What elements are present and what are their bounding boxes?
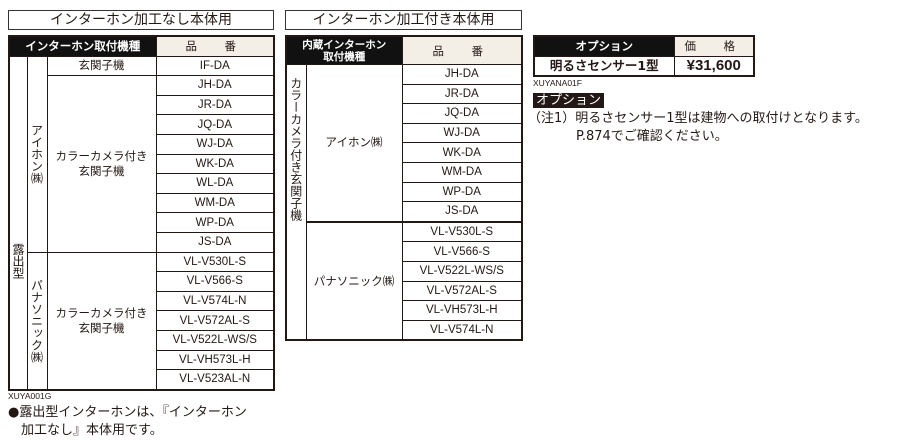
option-name: 明るさセンサー1型	[533, 55, 675, 77]
header-type: インターホン取付機種	[8, 35, 157, 57]
header-option: オプション	[533, 35, 675, 57]
option-note-2: P.874でご確認ください。	[576, 129, 728, 144]
part-cell: VL-V566-S	[401, 241, 523, 262]
option-note-1: （注1）明るさセンサー1型は建物への取付けとなります。	[528, 111, 868, 126]
part-cell: JQ-DA	[155, 114, 275, 135]
part-cell: WP-DA	[401, 181, 523, 203]
left-parts-table: インターホン取付機種品 番 露出型 アイホン㈱ 玄関子機 IF-DA カラーカメラ…	[8, 35, 276, 391]
part-cell: VL-VH573L-H	[401, 300, 523, 321]
part-cell: JR-DA	[401, 83, 523, 105]
option-price-table: オプション価 格 明るさセンサー1型 ¥31,600	[533, 35, 755, 78]
part-cell: WK-DA	[155, 153, 275, 175]
part-cell: IF-DA	[155, 55, 275, 77]
part-cell: VL-V566-S	[155, 271, 275, 292]
part-cell: VL-V530L-S	[401, 220, 523, 243]
header-type: 内蔵インターホン 取付機種	[285, 35, 403, 65]
camera-entry-label: カラーカメラ付き 玄関子機	[46, 75, 157, 253]
part-cell: VL-V523AL-N	[155, 369, 275, 391]
camera-entry-label: カラーカメラ付き 玄関子機	[46, 251, 157, 391]
part-cell: JS-DA	[155, 231, 275, 253]
part-cell: WL-DA	[155, 173, 275, 194]
category-label: カラーカメラ付き玄関子機	[288, 77, 303, 221]
part-cell: VL-V574L-N	[155, 290, 275, 312]
part-cell: VL-V572AL-S	[155, 310, 275, 331]
option-price: ¥31,600	[673, 55, 755, 77]
part-cell: JS-DA	[401, 201, 523, 223]
mount-label: 露出型	[11, 242, 25, 279]
part-cell: WP-DA	[155, 212, 275, 233]
option-code: XUYANA01F	[533, 78, 582, 88]
middle-parts-table: 内蔵インターホン 取付機種品 番 カラーカメラ付き玄関子機 アイホン㈱ JH-DA …	[285, 35, 523, 342]
maker-panasonic: パナソニック㈱	[305, 220, 403, 341]
part-cell: JH-DA	[401, 64, 523, 85]
option-badge: オプション	[533, 93, 605, 108]
left-code: XUYA001G	[8, 391, 52, 401]
left-note-1: ●露出型インターホンは、『インターホン	[8, 405, 247, 420]
part-cell: JQ-DA	[401, 103, 523, 124]
header-part: 品 番	[155, 35, 275, 57]
part-cell: WM-DA	[155, 192, 275, 214]
part-cell: JH-DA	[155, 75, 275, 96]
part-cell: VL-V522L-WS/S	[155, 329, 275, 351]
left-note-2: 加工なし』本体用です。	[8, 423, 163, 438]
part-cell: VL-VH573L-H	[155, 349, 275, 371]
part-cell: VL-V522L-WS/S	[401, 260, 523, 282]
part-cell: JR-DA	[155, 94, 275, 116]
part-cell: WK-DA	[401, 142, 523, 163]
part-cell: VL-V574L-N	[401, 319, 523, 341]
maker-panasonic: パナソニック㈱	[29, 278, 44, 363]
left-table-title: インターホン加工なし本体用	[8, 10, 274, 30]
header-price: 価 格	[673, 35, 755, 57]
part-cell: WJ-DA	[401, 122, 523, 144]
part-cell: VL-V572AL-S	[401, 280, 523, 302]
middle-table-title: インターホン加工付き本体用	[285, 10, 522, 30]
header-part: 品 番	[401, 35, 523, 65]
part-cell: VL-V530L-S	[155, 251, 275, 273]
part-cell: WM-DA	[401, 161, 523, 183]
part-cell: WJ-DA	[155, 133, 275, 155]
entry-label: 玄関子機	[46, 55, 157, 77]
maker-aiphone: アイホン㈱	[29, 124, 44, 185]
maker-aiphone: アイホン㈱	[305, 63, 403, 223]
